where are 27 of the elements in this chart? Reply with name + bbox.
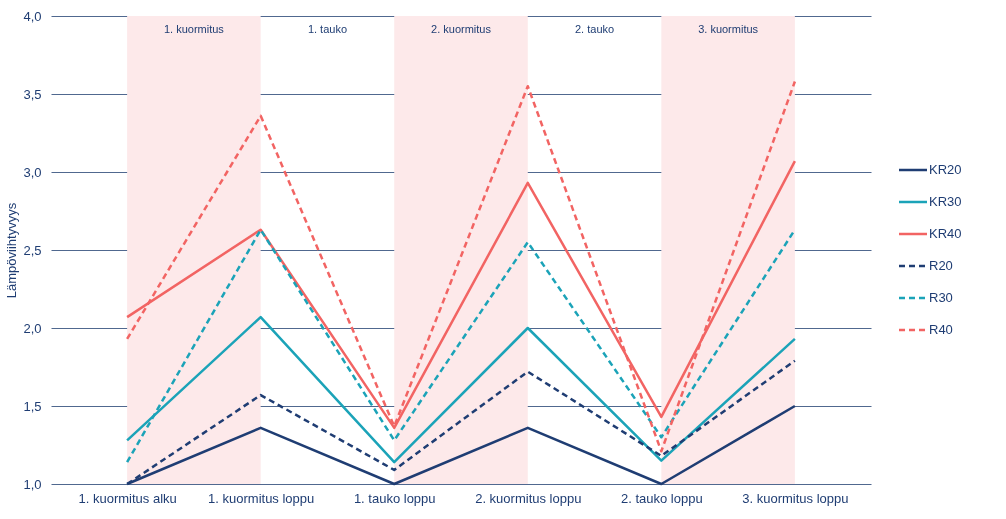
legend-label: R40 [929, 322, 953, 337]
y-tick-label: 4,0 [23, 8, 42, 24]
line-series [125, 228, 797, 464]
legend-label: R30 [929, 290, 953, 305]
annotation: 1. tauko [307, 23, 348, 35]
x-tick-label: 2. tauko loppu [620, 490, 703, 506]
x-tick-label: 2. kuormitus loppu [475, 490, 582, 506]
y-tick-label: 1,5 [23, 398, 42, 414]
line-series [125, 80, 797, 453]
y-tick-label: 2,0 [23, 320, 42, 336]
x-tick-label: 1. tauko loppu [353, 490, 436, 506]
legend-label: R20 [929, 258, 953, 273]
legend-label: KR40 [929, 226, 962, 241]
y-tick-label: 3,0 [23, 164, 42, 180]
legend-label: KR30 [929, 194, 962, 209]
legend-label: KR20 [929, 162, 962, 177]
x-tick-label: 1. kuormitus alku [78, 490, 177, 506]
y-axis-title: Lämpöviihtyvyys [4, 202, 20, 299]
x-tick-label: 3. kuormitus loppu [742, 490, 849, 506]
y-tick-label: 1,0 [23, 476, 42, 492]
annotation: 2. tauko [574, 23, 615, 35]
y-tick-label: 2,5 [23, 242, 42, 258]
band-label: 3. kuormitus [698, 23, 759, 35]
x-tick-label: 1. kuormitus loppu [208, 490, 315, 506]
y-tick-label: 3,5 [23, 86, 42, 102]
band-label: 2. kuormitus [431, 23, 492, 35]
band-label: 1. kuormitus [163, 23, 225, 35]
